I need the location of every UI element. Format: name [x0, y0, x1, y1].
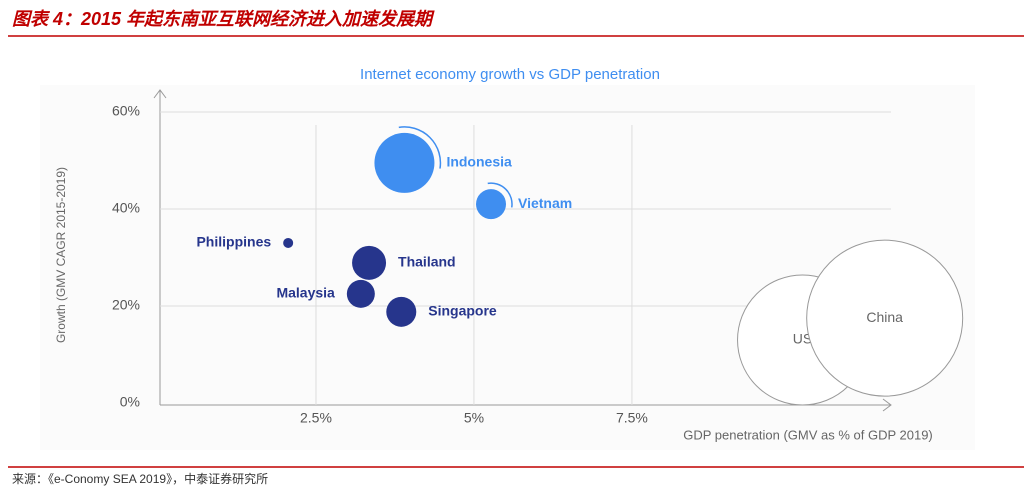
bubble	[806, 239, 964, 397]
point-label: Singapore	[428, 303, 497, 319]
bubble-arc	[398, 126, 442, 169]
point-label: US	[793, 331, 812, 347]
bubble	[374, 132, 435, 193]
x-tick-label: 5%	[464, 410, 484, 426]
chart-title: Internet economy growth vs GDP penetrati…	[360, 66, 660, 83]
y-tick-label: 60%	[112, 103, 140, 119]
point-label: Indonesia	[446, 154, 512, 170]
bubble	[346, 279, 375, 308]
bubble	[283, 237, 294, 248]
y-axis-label: Growth (GMV CAGR 2015-2019)	[54, 167, 68, 343]
y-tick-label: 0%	[120, 394, 140, 410]
figure-title: 图表 4：2015 年起东南亚互联网经济进入加速发展期	[12, 9, 435, 29]
y-tick-label: 40%	[112, 200, 140, 216]
bubble-arc	[487, 182, 513, 208]
x-tick-label: 7.5%	[616, 410, 648, 426]
x-tick-label: 2.5%	[300, 410, 332, 426]
y-tick-label: 20%	[112, 297, 140, 313]
point-label: China	[866, 309, 903, 325]
x-axis-label: GDP penetration (GMV as % of GDP 2019)	[683, 427, 933, 442]
plot: 0% 20% 40% 60% 2.5% 5% 7.5% Indonesia Vietnam Phi…	[112, 103, 964, 426]
point-label: Vietnam	[518, 195, 572, 211]
x-axis-arrow	[882, 398, 892, 412]
bubble	[352, 245, 387, 280]
bubble	[386, 296, 417, 327]
source-note: 来源：《e-Conomy SEA 2019》，中泰证券研究所	[12, 471, 268, 486]
point-label: Malaysia	[276, 285, 335, 301]
point-label: Thailand	[398, 254, 456, 270]
bubble	[476, 189, 507, 220]
y-axis-arrow	[153, 89, 167, 99]
point-label: Philippines	[196, 234, 271, 250]
